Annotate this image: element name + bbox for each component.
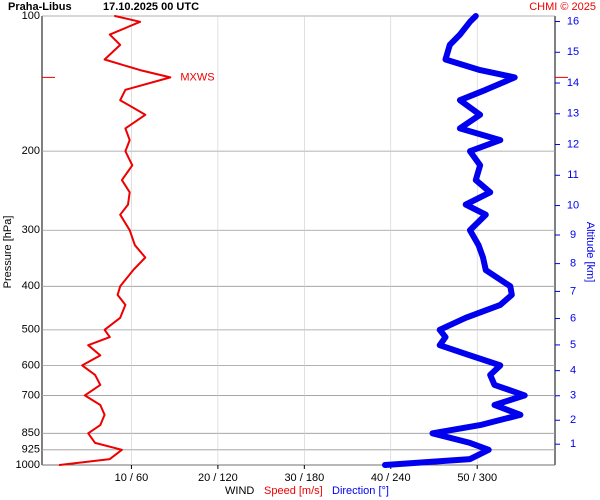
y2-tick-label: 15: [567, 46, 579, 58]
direction-line: [382, 13, 528, 468]
station: Praha-Libus: [8, 1, 72, 13]
y2-tick-label: 3: [570, 390, 576, 402]
y2-tick-label: 1: [570, 438, 576, 450]
y2-tick-label: 12: [567, 138, 579, 150]
y-tick-label: 300: [22, 224, 40, 236]
legend-speed: Speed [m/s]: [264, 485, 323, 497]
x-tick-label: 10 / 60: [115, 472, 149, 484]
y-tick-label: 500: [22, 324, 40, 336]
y2-tick-label: 7: [570, 285, 576, 297]
annotation: MXWS: [180, 71, 214, 83]
y2-tick-label: 9: [570, 229, 576, 241]
y-tick-label: 600: [22, 359, 40, 371]
credit: CHMI © 2025: [529, 1, 596, 13]
y-tick-label: 850: [22, 427, 40, 439]
y-tick-label: 925: [22, 444, 40, 456]
y2-tick-label: 16: [567, 15, 579, 27]
x-tick-label: 30 / 180: [284, 472, 324, 484]
chart-title: 17.10.2025 00 UTC: [103, 1, 199, 13]
y-tick-label: 100: [22, 10, 40, 22]
y-axis-label: Pressure [hPa]: [2, 216, 14, 289]
y-tick-label: 200: [22, 145, 40, 157]
y2-tick-label: 5: [570, 339, 576, 351]
y-tick-label: 400: [22, 280, 40, 292]
y2-axis-label: Altitude [km]: [584, 222, 596, 283]
y2-tick-label: 14: [567, 77, 579, 89]
x-tick-label: 50 / 300: [457, 472, 497, 484]
speed-line: [58, 15, 172, 466]
x-tick-label: 20 / 120: [198, 472, 238, 484]
y2-tick-label: 11: [567, 169, 578, 181]
x-axis-label: WIND: [225, 485, 254, 497]
y2-tick-label: 10: [567, 199, 579, 211]
legend-direction: Direction [°]: [332, 485, 389, 497]
y-tick-label: 700: [22, 389, 40, 401]
y-tick-label: 1000: [16, 459, 40, 471]
y2-tick-label: 2: [570, 414, 576, 426]
y2-tick-label: 8: [570, 258, 576, 270]
x-tick-label: 40 / 240: [371, 472, 411, 484]
y2-tick-label: 4: [570, 365, 576, 377]
y2-tick-label: 13: [567, 108, 579, 120]
y2-tick-label: 6: [570, 312, 576, 324]
